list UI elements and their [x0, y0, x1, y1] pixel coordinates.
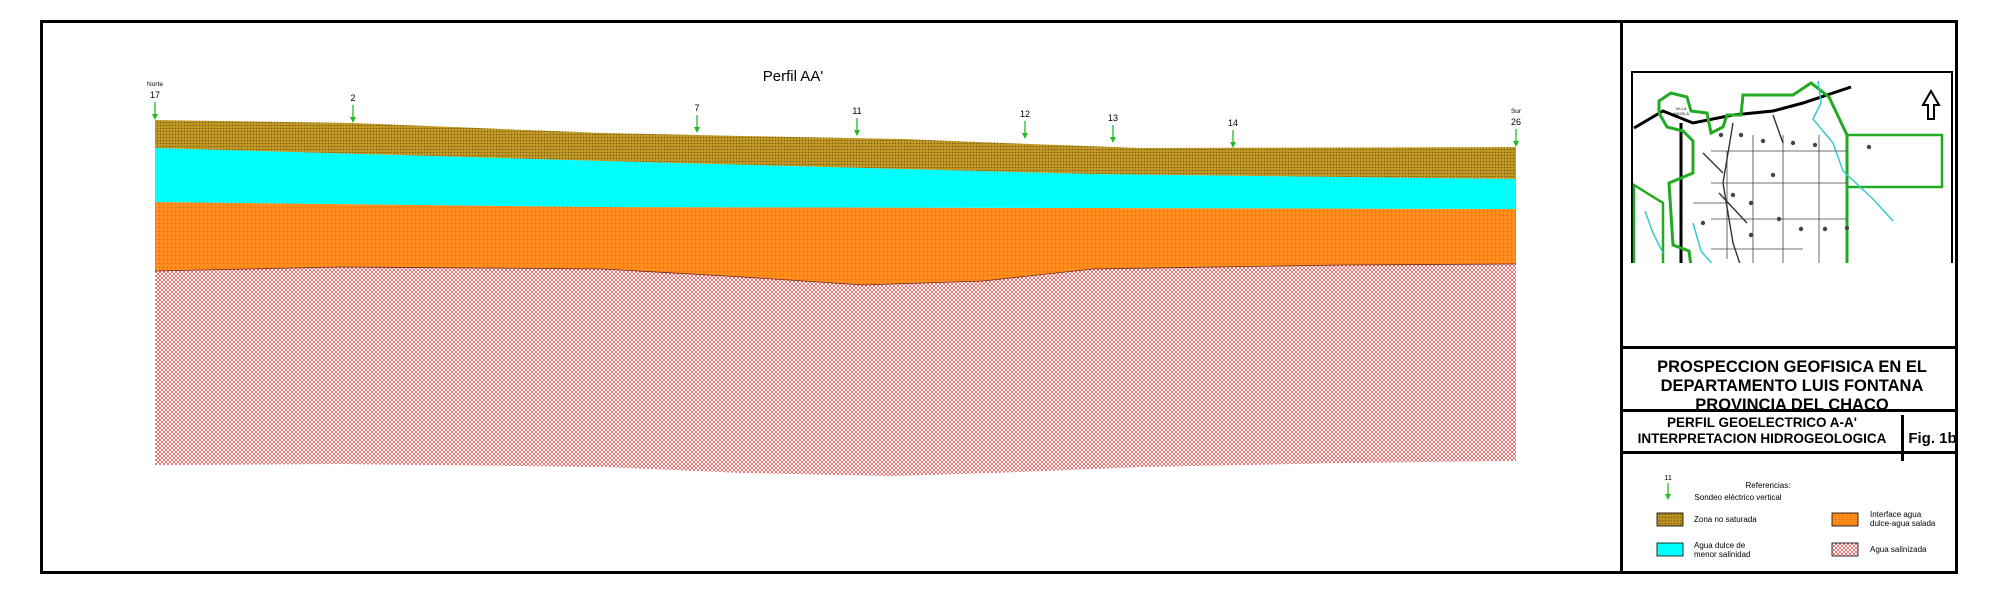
district-rectangle-west [1632, 182, 1665, 263]
sounding-label-17: 17 [150, 90, 160, 100]
sounding-markers: Norte 17 2 7 11 12 13 14 Sur 26 [147, 81, 1522, 148]
subtitle-line-2: INTERPRETACION HIDROGEOLOGICA [1637, 431, 1887, 446]
figure-number: Fig. 1b [1901, 415, 1961, 461]
sounding-arrow-icon [1513, 141, 1519, 147]
sounding-marker-13: 13 [1108, 113, 1118, 143]
sounding-arrow-icon [854, 130, 860, 136]
map-sounding-points [1700, 132, 1872, 238]
legend-sounding-label: Sondeo eléctrico vertical [1694, 493, 1781, 502]
map-frame [1631, 71, 1953, 263]
layer-interface [155, 202, 1516, 285]
title-line-2: DEPARTAMENTO LUIS FONTANA [1660, 377, 1924, 395]
legend-sounding-marker-icon [1665, 483, 1671, 500]
title-separator [1623, 346, 1958, 349]
sounding-marker-17: Norte 17 [147, 81, 163, 120]
subtitle-block: PERFIL GEOELECTRICO A-A' INTERPRETACION … [1623, 415, 1901, 447]
department-boundary [1657, 81, 1849, 263]
sounding-arrow-icon [350, 117, 356, 123]
map-local-roads [1702, 114, 1784, 263]
sounding-marker-14: 14 [1228, 118, 1238, 148]
location-map: VILLA ANGELA [1631, 71, 1953, 263]
layer-saline-water [155, 264, 1516, 476]
rivers [1644, 80, 1894, 263]
title-block: PROSPECCION GEOFISICA EN EL DEPARTAMENTO… [1623, 358, 1961, 415]
legend-label-saline: Agua salinizada [1870, 545, 1927, 554]
legend-label-fresh-water-1: Agua dulce de [1694, 541, 1746, 550]
legend-label-interface-1: Interface agua [1870, 510, 1922, 519]
legend-swatch-saline [1831, 542, 1859, 557]
sounding-arrow-icon [152, 114, 158, 120]
sounding-arrow-icon [1022, 133, 1028, 139]
legend-swatch-interface [1831, 512, 1859, 527]
sounding-tag-17: Norte [147, 81, 163, 88]
map-locality-label-2: ANGELA [1673, 111, 1690, 116]
sounding-label-11: 11 [852, 106, 861, 116]
legend-swatch-unsaturated [1656, 512, 1684, 527]
sounding-marker-26: Sur 26 [1511, 108, 1522, 147]
legend-label-unsaturated: Zona no saturada [1694, 515, 1757, 524]
sounding-label-12: 12 [1020, 109, 1030, 119]
sounding-marker-11: 11 [852, 106, 862, 136]
sounding-tag-26: Sur [1511, 108, 1522, 115]
sounding-label-13: 13 [1108, 113, 1118, 123]
district-rectangle-east [1847, 133, 1944, 189]
sounding-marker-7: 7 [694, 103, 700, 133]
title-line-1: PROSPECCION GEOFISICA EN EL [1657, 358, 1927, 376]
legend: 11 Referencias: Sondeo eléctrico vertica… [1656, 473, 1936, 559]
layer-unsaturated-zone [155, 120, 1516, 179]
sounding-arrow-icon [694, 127, 700, 133]
subtitle-separator [1623, 409, 1958, 412]
drawing-sheet: Perfil AA' Norte 17 2 7 11 12 13 14 Sur 26 VILLA … [40, 20, 1958, 574]
legend-sounding-number: 11 [1664, 473, 1672, 482]
title-line-3: PROVINCIA DEL CHACO [1695, 396, 1889, 414]
sounding-label-26: 26 [1511, 117, 1521, 127]
legend-swatch-fresh-water [1656, 542, 1684, 557]
sounding-label-14: 14 [1228, 118, 1238, 128]
subtitle-line-1: PERFIL GEOELECTRICO A-A' [1667, 415, 1857, 430]
sounding-label-7: 7 [694, 103, 699, 113]
sounding-arrow-icon [1230, 142, 1236, 148]
sounding-label-2: 2 [350, 93, 355, 103]
legend-label-interface-2: dulce-agua salada [1870, 519, 1936, 528]
legend-separator [1623, 451, 1958, 454]
sounding-arrow-icon [1110, 137, 1116, 143]
sounding-marker-12: 12 [1020, 109, 1030, 139]
interface-boundary-line [154, 263, 1517, 286]
profile-section: Perfil AA' Norte 17 2 7 11 12 13 14 Sur 26 [147, 68, 1522, 476]
profile-title: Perfil AA' [763, 68, 824, 85]
legend-title: Referencias: [1746, 481, 1791, 490]
map-locality-label-1: VILLA [1676, 106, 1687, 111]
layer-fresh-water [155, 148, 1516, 209]
north-arrow-icon [1921, 88, 1941, 120]
sounding-marker-2: 2 [350, 93, 356, 123]
legend-label-fresh-water-2: menor salinidad [1694, 550, 1750, 559]
side-panel: VILLA ANGELA PROSPECCION GEOFISICA EN EL… [1620, 23, 1958, 571]
